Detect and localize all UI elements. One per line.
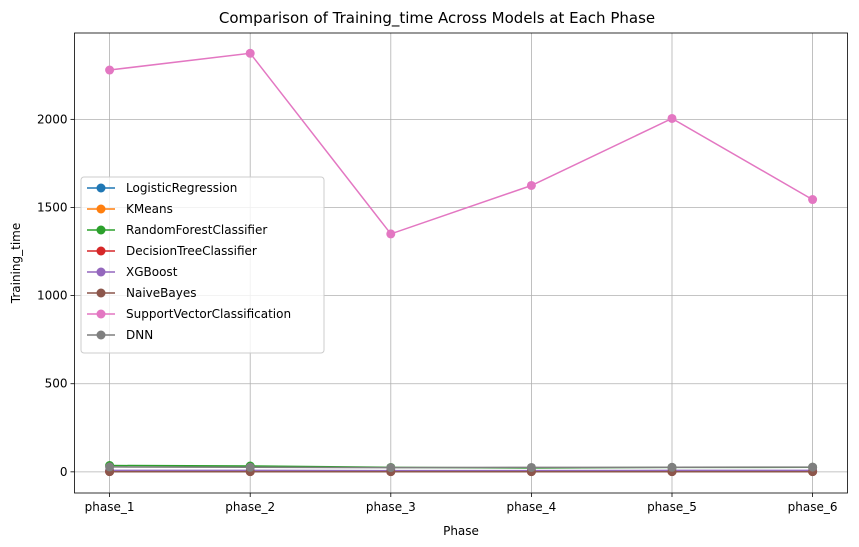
legend-label: RandomForestClassifier [126,223,267,237]
data-point [526,462,536,472]
legend-label: KMeans [126,202,173,216]
legend-marker [96,309,106,319]
y-tick-label: 0 [60,465,68,479]
x-tick-label: phase_5 [647,500,697,514]
series-DNN [105,462,818,473]
data-point [386,229,396,239]
legend-item: KMeans [87,202,173,216]
legend-item: XGBoost [87,265,178,279]
data-point [105,462,115,472]
legend-item: DNN [87,328,153,342]
legend-marker [96,288,106,298]
x-tick-label: phase_2 [225,500,275,514]
data-point [808,195,818,205]
legend-marker [96,204,106,214]
y-axis-label: Training_time [9,223,23,304]
y-tick-label: 1000 [37,289,68,303]
legend: LogisticRegression KMeans RandomForestClas… [80,176,325,354]
series-line [109,52,813,235]
series-line [109,466,813,469]
data-point [386,463,396,473]
legend-label: DecisionTreeClassifier [126,244,257,258]
data-point [245,462,255,472]
legend-marker [96,225,106,235]
legend-marker [96,183,106,193]
legend-item: RandomForestClassifier [87,223,267,237]
y-tick-label: 1500 [37,200,68,214]
series-SupportVectorClassification [105,48,818,239]
legend-item: LogisticRegression [87,181,237,195]
legend-label: LogisticRegression [126,181,237,195]
series-layer [105,48,818,477]
chart-title: Comparison of Training_time Across Model… [219,9,655,28]
data-point [245,48,255,58]
x-axis-label: Phase [443,524,479,538]
x-axis-ticks: phase_1 phase_2 phase_3 phase_4 phase_5 phase… [85,493,838,514]
legend-item: SupportVectorClassification [87,307,291,321]
data-point [667,462,677,472]
x-tick-label: phase_4 [506,500,556,514]
x-tick-label: phase_1 [85,500,135,514]
legend-label: NaiveBayes [126,286,196,300]
legend-item: NaiveBayes [87,286,196,300]
data-point [526,180,536,190]
x-tick-label: phase_6 [788,500,838,514]
data-point [808,462,818,472]
series-NaiveBayes [105,467,818,477]
legend-box [80,176,325,354]
y-axis-ticks: 0 500 1000 1500 2000 [37,112,75,479]
legend-label: DNN [126,328,153,342]
legend-label: SupportVectorClassification [126,307,291,321]
legend-marker [96,267,106,277]
y-tick-label: 500 [45,377,68,391]
data-point [105,65,115,75]
legend-marker [96,246,106,256]
data-point [667,113,677,123]
legend-marker [96,330,106,340]
x-tick-label: phase_3 [366,500,416,514]
legend-label: XGBoost [126,265,178,279]
y-tick-label: 2000 [37,112,68,126]
legend-item: DecisionTreeClassifier [87,244,257,258]
plot-frame [74,32,848,494]
